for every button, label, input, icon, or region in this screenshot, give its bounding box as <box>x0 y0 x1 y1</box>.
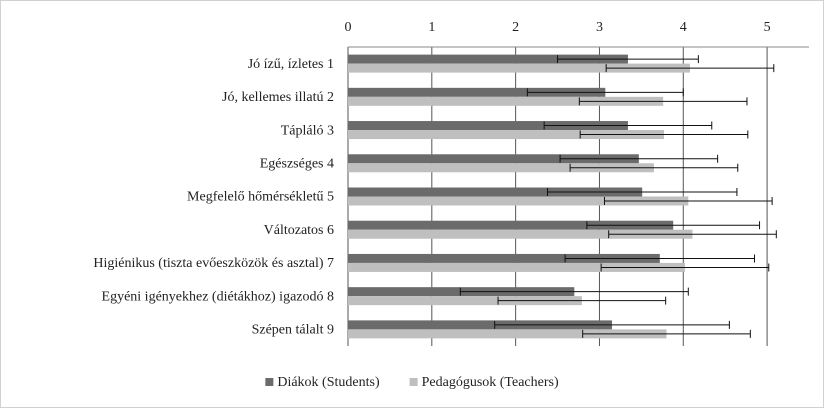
bar <box>348 320 613 330</box>
bar <box>348 196 689 206</box>
x-tick-label: 0 <box>345 20 352 35</box>
x-tick-label: 2 <box>512 20 519 35</box>
y-tick-label: Egyéni igényekhez (diétákhoz) igazodó 8 <box>102 289 334 304</box>
y-tick-label: Megfelelő hőmérsékletű 5 <box>187 190 334 205</box>
error-bar <box>559 154 719 163</box>
bar <box>348 220 674 230</box>
bar <box>348 96 664 106</box>
y-tick-label: Egészséges 4 <box>260 156 334 171</box>
y-tick-label: Jó, kellemes illatú 2 <box>222 90 334 105</box>
bar <box>348 121 628 131</box>
bar <box>348 262 685 272</box>
bar <box>348 87 606 97</box>
error-bar <box>608 230 777 239</box>
legend-label: Pedagógusok (Teachers) <box>422 375 559 390</box>
bar <box>348 130 664 140</box>
x-tick-label: 1 <box>428 20 435 35</box>
error-bar <box>546 188 738 196</box>
bar <box>348 54 628 64</box>
y-tick-label: Szépen tálalt 9 <box>252 323 334 338</box>
bar <box>348 63 690 73</box>
error-bar <box>603 197 773 205</box>
bar <box>348 296 582 306</box>
error-bar <box>497 296 667 305</box>
error-bar <box>600 263 770 272</box>
error-bar <box>459 287 689 296</box>
bar <box>348 329 667 339</box>
error-bar <box>526 88 684 97</box>
bar <box>348 253 660 263</box>
legend-label: Diákok (Students) <box>277 375 380 390</box>
y-tick-label: Jó ízű, ízletes 1 <box>248 57 334 72</box>
bar <box>348 154 639 164</box>
error-bar <box>586 221 761 230</box>
y-tick-label: Higiénikus (tiszta evőeszközök és asztal… <box>93 256 334 271</box>
bar <box>348 163 654 173</box>
error-bar <box>578 97 748 106</box>
error-bar <box>569 163 739 172</box>
error-bar <box>564 254 756 263</box>
error-bar <box>582 329 751 338</box>
bar <box>348 187 643 197</box>
error-bar <box>605 64 775 73</box>
y-tick-label: Tápláló 3 <box>281 123 334 138</box>
bar <box>348 229 693 239</box>
legend-swatch <box>265 378 274 386</box>
x-tick-label: 4 <box>680 20 687 35</box>
error-bar <box>543 121 713 130</box>
x-tick-label: 3 <box>596 20 603 35</box>
error-bar <box>557 55 699 64</box>
error-bar <box>494 320 730 329</box>
y-tick-label: Változatos 6 <box>264 223 334 238</box>
error-bar <box>579 130 749 139</box>
x-tick-label: 5 <box>764 20 771 35</box>
legend-swatch <box>409 378 418 386</box>
